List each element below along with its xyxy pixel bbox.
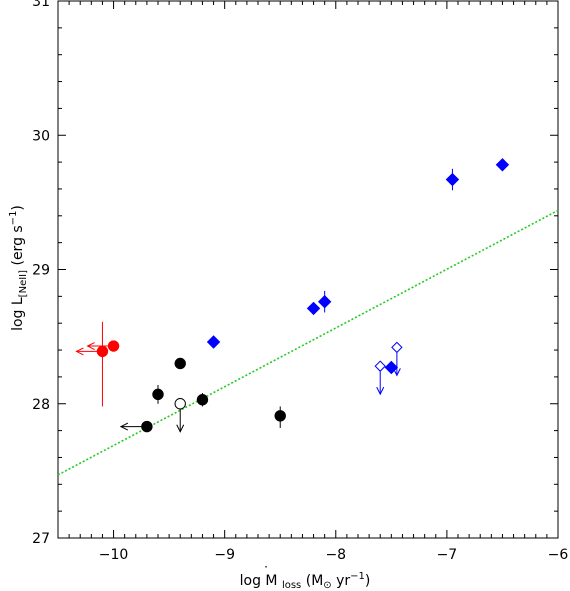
data-point-filled-diamond [306,301,321,316]
y-limit-arrow-head [392,368,401,377]
data-point-open-diamond [374,360,386,372]
y-tick-label: 29 [32,263,50,279]
y-axis-label: log L[NeII] (erg s−1) [8,205,29,331]
data-point-group [384,360,399,375]
x-limit-arrow-head [75,347,84,356]
data-point-filled-circle [274,410,286,422]
x-limit-arrow-head [119,422,129,431]
data-point-group [306,301,321,316]
data-point-open-circle [174,398,186,410]
plot-frame-rect [57,0,559,539]
x-axis-label: log M loss (M⊙ yr−1) · [240,560,371,591]
data-point-filled-circle [107,340,120,352]
data-point-group [206,335,221,349]
data-points-layer [75,158,510,433]
x-limit-arrow-head [86,342,95,350]
data-point-group [152,384,164,404]
data-point-group [317,290,332,313]
y-tick-label: 31 [32,0,50,10]
data-point-filled-circle [196,394,209,406]
data-point-filled-circle [96,345,109,358]
data-point-group [495,158,510,172]
x-axis-label-text: M [265,573,277,589]
ticks-layer: −10 −9 −8 −7 −6 27 28 29 30 31 [32,0,568,563]
x-tick-label: −8 [325,547,346,563]
y-tick-label: 28 [32,397,50,413]
data-point-group [274,406,286,428]
data-point-filled-diamond [317,295,332,309]
y-tick-label: 27 [32,531,50,547]
svg-text:log M loss: log M loss (M⊙ yr−1) [240,571,371,591]
fit-line-layer [57,209,559,476]
data-point-group [374,360,386,396]
data-point-filled-diamond [495,158,510,172]
data-point-group [196,393,209,407]
data-point-group [75,321,109,407]
y-limit-arrow-head [376,386,385,396]
x-tick-label: −7 [437,547,458,563]
data-point-filled-diamond [384,360,399,375]
data-point-group [391,341,403,377]
data-point-group [86,340,120,352]
data-point-filled-circle [152,388,164,401]
x-tick-label: −9 [214,547,235,563]
y-tick-label: 30 [32,128,50,144]
data-point-group [174,398,186,433]
y-limit-arrow-head [176,424,185,433]
data-point-filled-circle [174,357,186,370]
data-point-group [119,420,153,433]
data-point-group [174,357,186,370]
svg-text:·: · [264,560,268,574]
fit-line [57,209,559,476]
data-point-group [445,168,460,191]
x-tick-label: −10 [99,547,129,563]
data-point-filled-diamond [206,335,221,349]
data-point-open-diamond [391,341,403,354]
svg-text:log L[NeII] (erg s−1): log L[NeII] (erg s−1) [8,205,29,331]
data-point-filled-circle [141,420,153,433]
data-point-filled-diamond [445,172,460,187]
x-tick-label: −6 [548,547,569,563]
plot-frame [57,0,559,539]
